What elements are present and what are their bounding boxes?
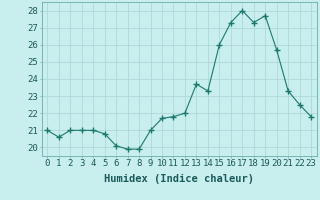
X-axis label: Humidex (Indice chaleur): Humidex (Indice chaleur) (104, 174, 254, 184)
